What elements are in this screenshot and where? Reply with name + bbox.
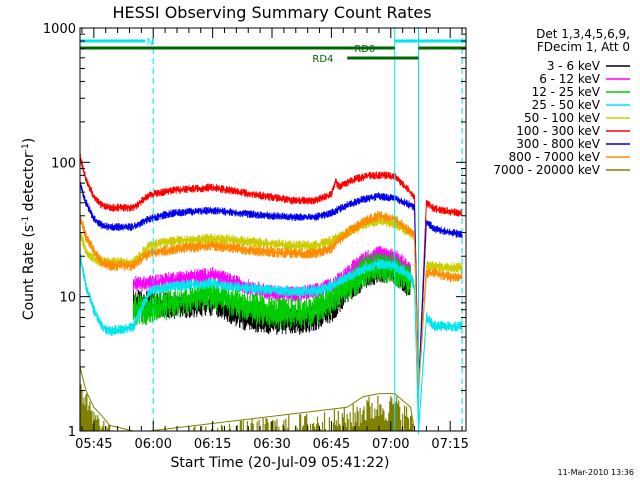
y-label-sup2: -1: [21, 143, 31, 152]
x-tick-label: 06:30: [253, 437, 290, 452]
series-line: [133, 265, 411, 314]
flag-label: RD0: [354, 44, 375, 55]
generated-timestamp: 11-Mar-2010 13:36: [558, 468, 635, 477]
series-line: [79, 182, 463, 391]
x-tick-label: 06:45: [313, 437, 350, 452]
legend-header-detectors: Det 1,3,4,5,6,9,: [536, 27, 630, 41]
legend-label: 25 - 50 keV: [532, 98, 601, 112]
flag-label: N: [147, 37, 154, 48]
x-tick-label: 06:15: [194, 437, 231, 452]
series-line: [79, 366, 462, 432]
legend-label: 12 - 25 keV: [532, 85, 601, 99]
x-axis-label: Start Time (20-Jul-09 05:41:22): [170, 455, 389, 471]
legend-label: 800 - 7000 keV: [509, 150, 601, 164]
x-tick-label: 06:00: [135, 437, 172, 452]
legend-header-fdecim: FDecim 1, Att 0: [537, 40, 630, 54]
y-tick-label: 10: [59, 291, 76, 306]
y-tick-label: 100: [51, 156, 76, 171]
x-tick-label: 07:15: [431, 437, 468, 452]
chart-title: HESSI Observing Summary Count Rates: [112, 3, 431, 22]
series-bars: [79, 384, 414, 431]
x-tick-label: 07:00: [372, 437, 409, 452]
plot-frame: [79, 27, 467, 432]
y-label-end: ): [21, 138, 37, 143]
series-line: [79, 256, 462, 432]
series-line: [79, 156, 463, 391]
y-label-sup1: -1: [21, 216, 31, 225]
y-label-mid: detector: [21, 152, 37, 216]
series-layer: [79, 153, 463, 435]
y-label-main: Count Rate (s: [21, 225, 37, 320]
legend-label: 300 - 800 keV: [516, 137, 600, 151]
y-tick-label: 1000: [43, 22, 76, 37]
legend-label: 6 - 12 keV: [539, 72, 601, 86]
legend-label: 3 - 6 keV: [547, 59, 601, 73]
legend-label: 100 - 300 keV: [516, 124, 600, 138]
series-line: [79, 215, 462, 391]
y-axis-label: Count Rate (s-1 detector-1): [21, 138, 37, 320]
legend: Det 1,3,4,5,6,9, FDecim 1, Att 0 3 - 6 k…: [493, 27, 630, 177]
flag-label: RD4: [312, 54, 333, 65]
legend-label: 50 - 100 keV: [524, 111, 601, 125]
y-tick-label: 1: [68, 425, 76, 440]
axes: 05:45 06:00 06:15 06:30 06:45 07:00 07:15 1 10 10…: [43, 22, 469, 452]
legend-label: 7000 - 20000 keV: [493, 163, 600, 177]
x-tick-label: 05:45: [75, 437, 112, 452]
